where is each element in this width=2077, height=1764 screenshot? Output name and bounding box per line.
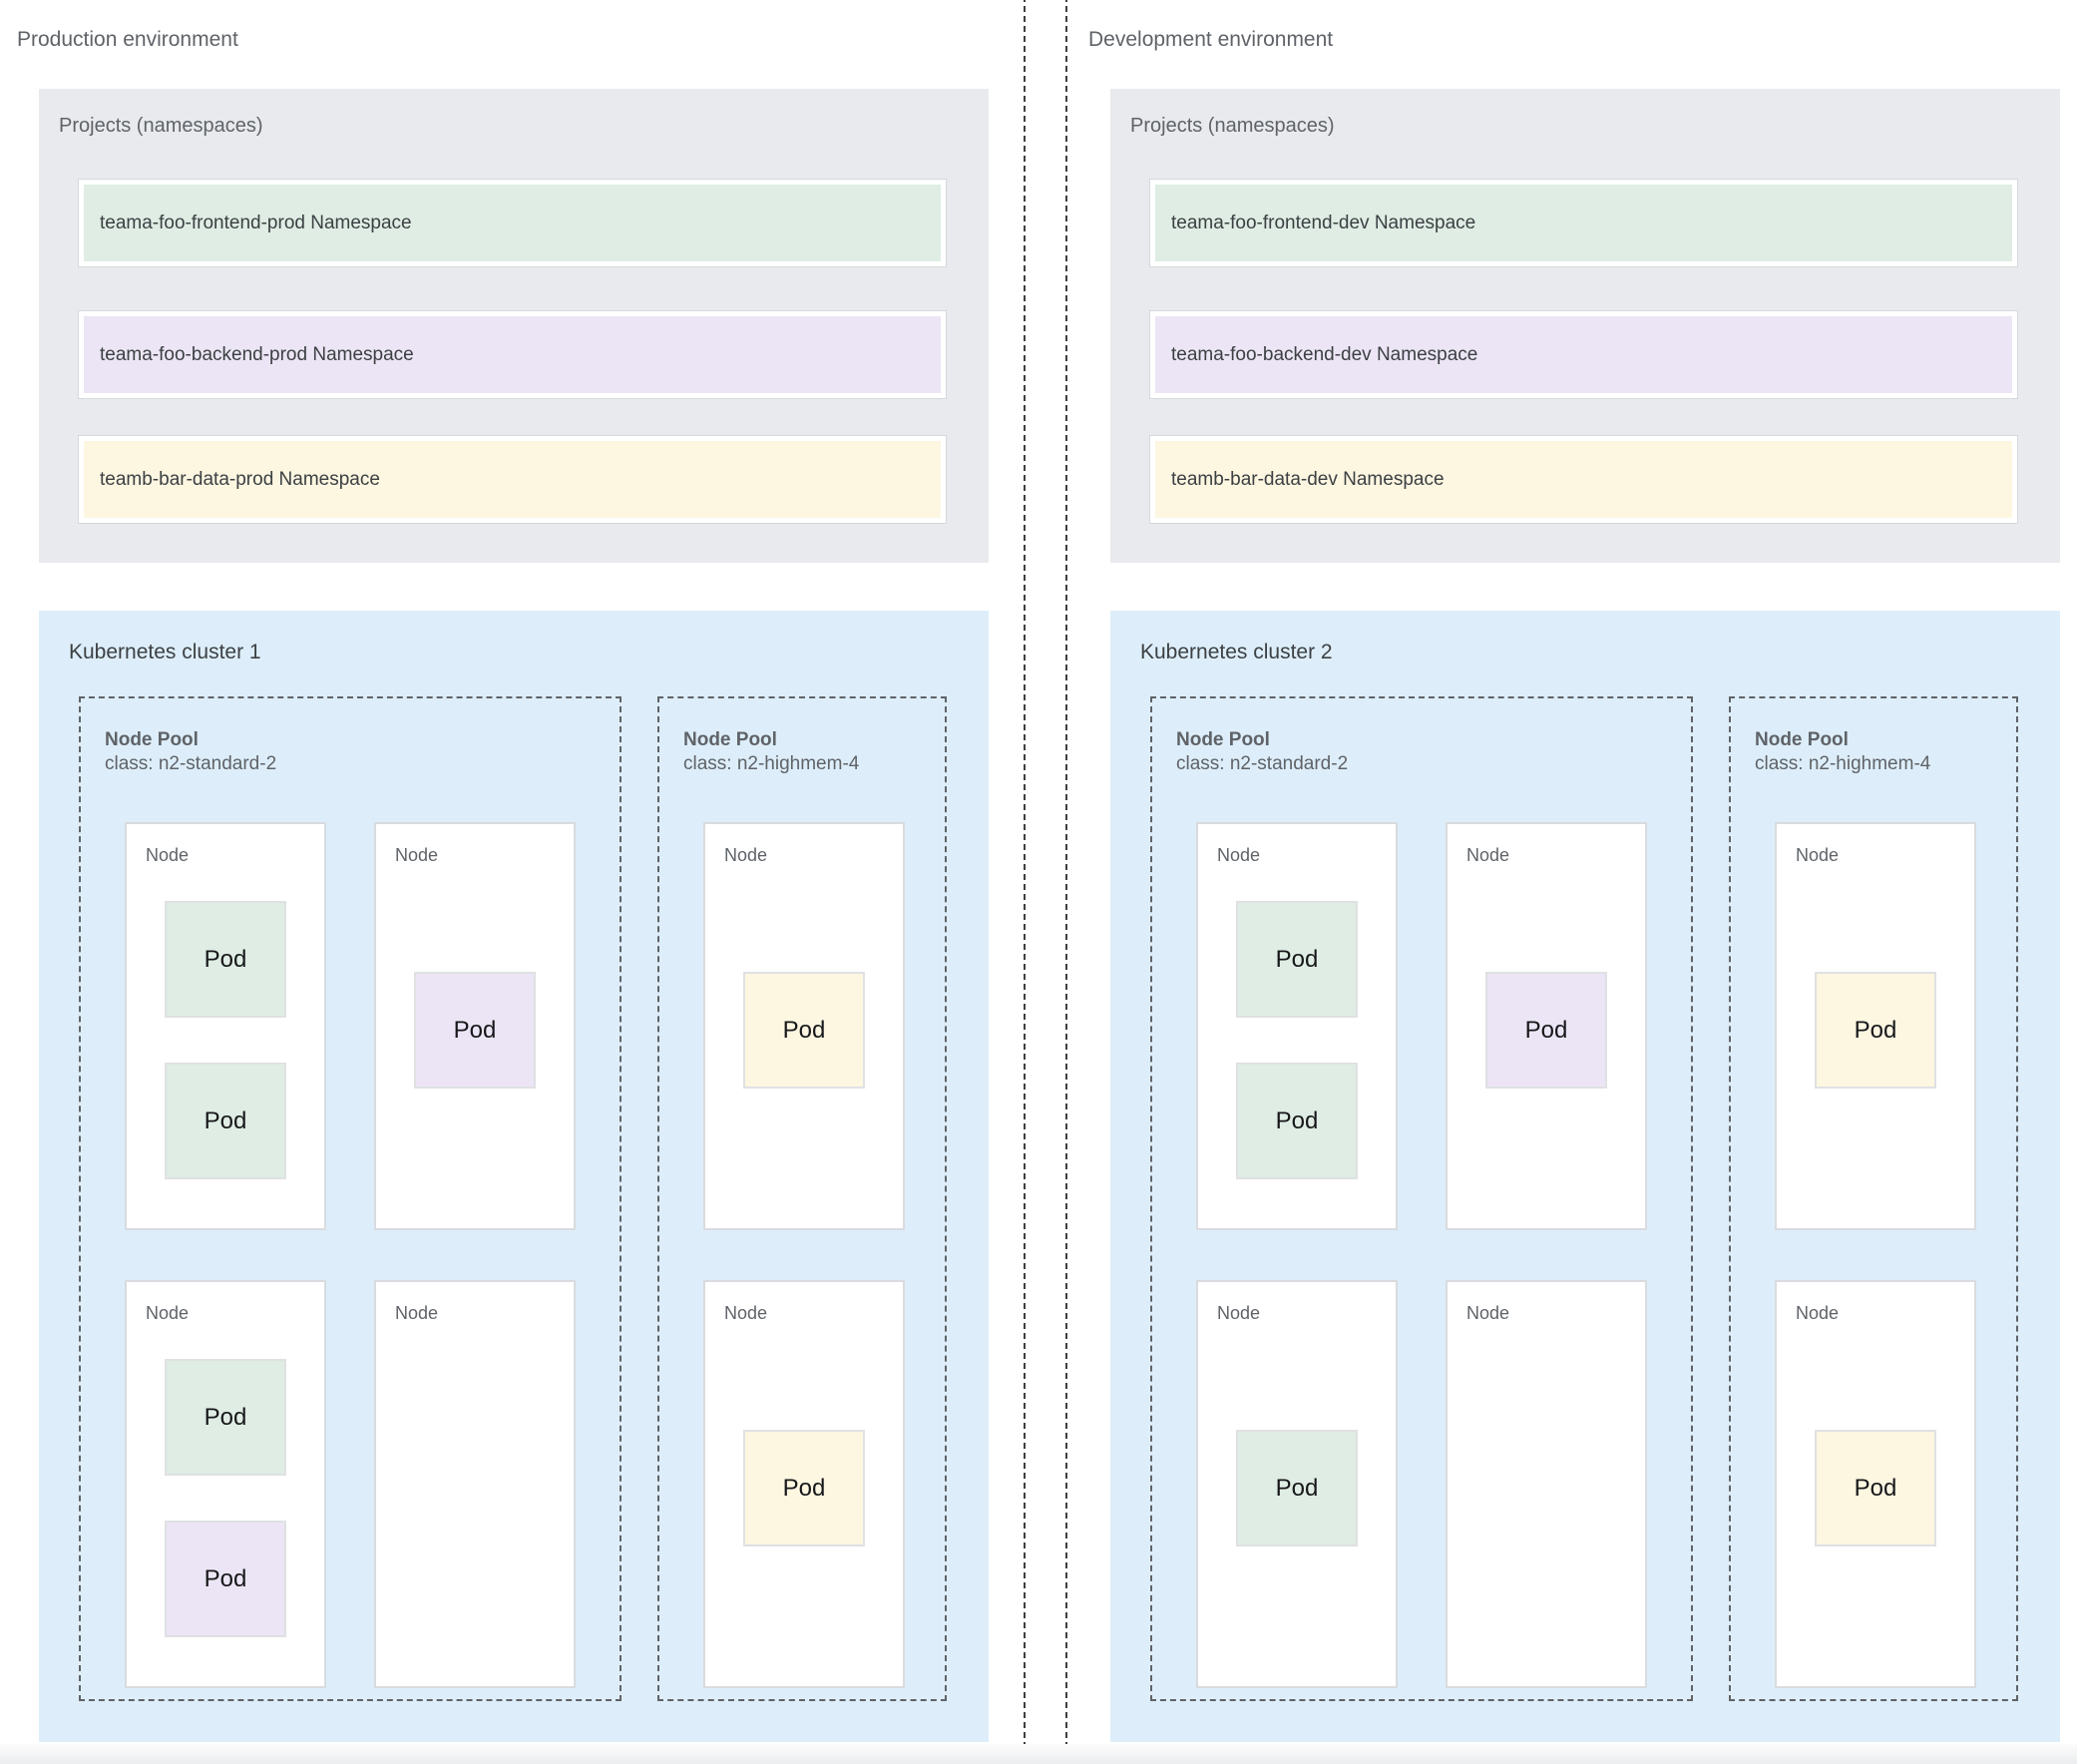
node-label: Node: [395, 1303, 439, 1323]
node-label: Node: [146, 845, 190, 865]
pod: Pod: [743, 1430, 865, 1546]
node-label: Node: [1466, 845, 1510, 865]
node-label: Node: [724, 1303, 768, 1323]
projects-box-production: Projects (namespaces) teama-foo-frontend…: [39, 89, 989, 563]
node: Node Pod: [1196, 1280, 1398, 1688]
pod: Pod: [165, 1063, 286, 1179]
pod: Pod: [1485, 972, 1607, 1089]
namespace-bar-frontend-dev: teama-foo-frontend-dev Namespace: [1150, 180, 2017, 266]
node-label: Node: [1217, 1303, 1261, 1323]
node-pool-label: Node Pool class: n2-standard-2: [105, 728, 276, 776]
node-pool-name: Node Pool: [1755, 729, 1849, 750]
node-label: Node: [1466, 1303, 1510, 1323]
node: Node Pod: [703, 822, 905, 1230]
node-pool-name: Node Pool: [105, 729, 199, 750]
pod: Pod: [1815, 972, 1936, 1089]
namespace-bar-backend-prod: teama-foo-backend-prod Namespace: [79, 311, 946, 398]
pod: Pod: [1236, 901, 1358, 1018]
node-label: Node: [1217, 845, 1261, 865]
node: Node Pod Pod: [1196, 822, 1398, 1230]
namespace-bar-frontend-prod: teama-foo-frontend-prod Namespace: [79, 180, 946, 266]
node-pool-highmem: Node Pool class: n2-highmem-4 Node Pod N…: [657, 696, 947, 1701]
node: Node Pod: [1775, 822, 1976, 1230]
projects-label: Projects (namespaces): [1130, 115, 1335, 137]
node-pool-class: class: n2-highmem-4: [1755, 753, 1931, 774]
node: Node Pod Pod: [125, 1280, 326, 1688]
node-label: Node: [146, 1303, 190, 1323]
node-pool-name: Node Pool: [683, 729, 777, 750]
pane-title-production: Production environment: [17, 28, 238, 51]
namespace-bar-backend-dev: teama-foo-backend-dev Namespace: [1150, 311, 2017, 398]
node-pool-class: class: n2-standard-2: [105, 753, 277, 774]
node-label: Node: [724, 845, 768, 865]
node-label: Node: [1796, 1303, 1840, 1323]
node-pool-highmem: Node Pool class: n2-highmem-4 Node Pod N…: [1729, 696, 2018, 1701]
node-pool-label: Node Pool class: n2-highmem-4: [1755, 728, 1930, 776]
node-pool-label: Node Pool class: n2-standard-2: [1176, 728, 1348, 776]
node-pool-standard: Node Pool class: n2-standard-2 Node Pod …: [79, 696, 622, 1701]
pod: Pod: [1236, 1430, 1358, 1546]
node-pool-standard: Node Pool class: n2-standard-2 Node Pod …: [1150, 696, 1693, 1701]
pod: Pod: [165, 1521, 286, 1637]
environment-divider-line: [1024, 0, 1026, 1764]
pod: Pod: [165, 901, 286, 1018]
pod: Pod: [1236, 1063, 1358, 1179]
pod: Pod: [165, 1359, 286, 1476]
cluster-title: Kubernetes cluster 2: [1140, 641, 1333, 663]
environment-divider-line: [1065, 0, 1067, 1764]
node-pool-label: Node Pool class: n2-highmem-4: [683, 728, 859, 776]
node: Node Pod: [1446, 822, 1647, 1230]
node-pool-class: class: n2-highmem-4: [683, 753, 860, 774]
node-label: Node: [1796, 845, 1840, 865]
projects-box-development: Projects (namespaces) teama-foo-frontend…: [1110, 89, 2060, 563]
node-label: Node: [395, 845, 439, 865]
node: Node Pod: [1775, 1280, 1976, 1688]
page-bottom-strip: [0, 1744, 2077, 1764]
projects-label: Projects (namespaces): [59, 115, 263, 137]
node-pool-class: class: n2-standard-2: [1176, 753, 1349, 774]
node: Node: [374, 1280, 576, 1688]
pod: Pod: [743, 972, 865, 1089]
node-pool-name: Node Pool: [1176, 729, 1270, 750]
cluster-box-1: Kubernetes cluster 1 Node Pool class: n2…: [39, 611, 989, 1742]
pane-title-development: Development environment: [1088, 28, 1334, 51]
namespace-bar-data-dev: teamb-bar-data-dev Namespace: [1150, 436, 2017, 523]
cluster-box-2: Kubernetes cluster 2 Node Pool class: n2…: [1110, 611, 2060, 1742]
pod: Pod: [414, 972, 536, 1089]
node: Node Pod: [374, 822, 576, 1230]
node: Node: [1446, 1280, 1647, 1688]
node: Node Pod: [703, 1280, 905, 1688]
cluster-title: Kubernetes cluster 1: [69, 641, 261, 663]
namespace-bar-data-prod: teamb-bar-data-prod Namespace: [79, 436, 946, 523]
node: Node Pod Pod: [125, 822, 326, 1230]
pod: Pod: [1815, 1430, 1936, 1546]
